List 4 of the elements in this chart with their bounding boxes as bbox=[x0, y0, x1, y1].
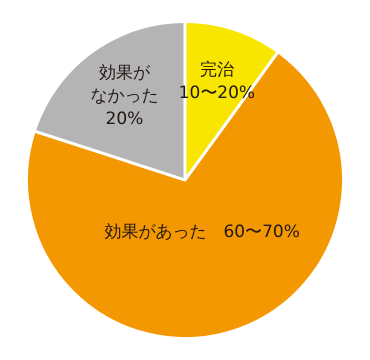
data-label: 20% bbox=[106, 109, 144, 130]
slice-label: 完治 bbox=[200, 60, 234, 80]
slice-label: 効果があった 60〜70% bbox=[104, 222, 300, 242]
slice-label: 効果がなかった bbox=[90, 63, 158, 106]
